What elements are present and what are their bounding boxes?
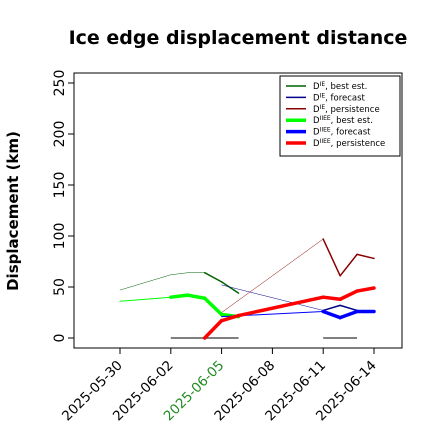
- series-5-segment-3: [321, 295, 342, 301]
- legend-label-5: DIIEE, persistence: [313, 138, 385, 149]
- series-3-segment-3: [202, 296, 224, 317]
- legend-label-0: DIE, best est.: [313, 81, 367, 92]
- series-0-segment-1: [170, 272, 188, 276]
- x-axis: 2025-05-302025-06-022025-06-052025-06-08…: [59, 347, 380, 424]
- legend-label-1: DIE, forecast: [313, 92, 366, 103]
- series-0: [119, 271, 240, 294]
- series-3-segment-0: [119, 296, 172, 302]
- y-tick-label-2: 100: [52, 223, 68, 250]
- series-1-segment-1: [322, 304, 341, 312]
- series-2-segment-0: [221, 238, 324, 313]
- series-4-segment-2: [338, 309, 359, 320]
- series-1: [221, 284, 358, 312]
- series-layer: [119, 238, 376, 340]
- series-2-segment-2: [339, 253, 358, 277]
- series-5-segment-5: [355, 286, 376, 293]
- series-0-segment-4: [220, 281, 240, 294]
- y-axis: 0 50 100 150 200 250: [52, 70, 74, 343]
- series-5: [202, 286, 376, 340]
- y-tick-label-3: 150: [52, 172, 68, 199]
- series-1-segment-0: [221, 284, 324, 311]
- series-2-segment-1: [322, 238, 341, 277]
- legend-label-3: DIIEE, best est.: [313, 115, 373, 126]
- y-tick-label-1: 50: [52, 278, 68, 296]
- y-tick-label-0: 0: [52, 334, 68, 343]
- series-2-segment-3: [356, 253, 375, 260]
- series-5-segment-4: [338, 289, 359, 301]
- series-5-segment-0: [202, 318, 224, 340]
- y-tick-label-5: 250: [52, 70, 68, 97]
- legend-label-4: DIIEE, forecast: [313, 127, 371, 138]
- series-3-segment-1: [169, 293, 190, 299]
- series-5-segment-2: [236, 295, 325, 318]
- series-2: [221, 238, 375, 313]
- series-4-segment-1: [321, 309, 342, 320]
- chart-title: Ice edge displacement distance: [69, 27, 408, 49]
- series-0-segment-3: [203, 271, 223, 283]
- series-5-segment-1: [219, 313, 241, 323]
- series-3: [119, 293, 241, 319]
- series-3-segment-2: [185, 293, 207, 300]
- y-axis-label: Displacement (km): [4, 131, 22, 291]
- series-0-segment-0: [119, 274, 172, 291]
- series-1-segment-2: [339, 304, 358, 312]
- legend-label-2: DIE, persistence: [313, 104, 380, 115]
- y-tick-label-4: 200: [52, 121, 68, 148]
